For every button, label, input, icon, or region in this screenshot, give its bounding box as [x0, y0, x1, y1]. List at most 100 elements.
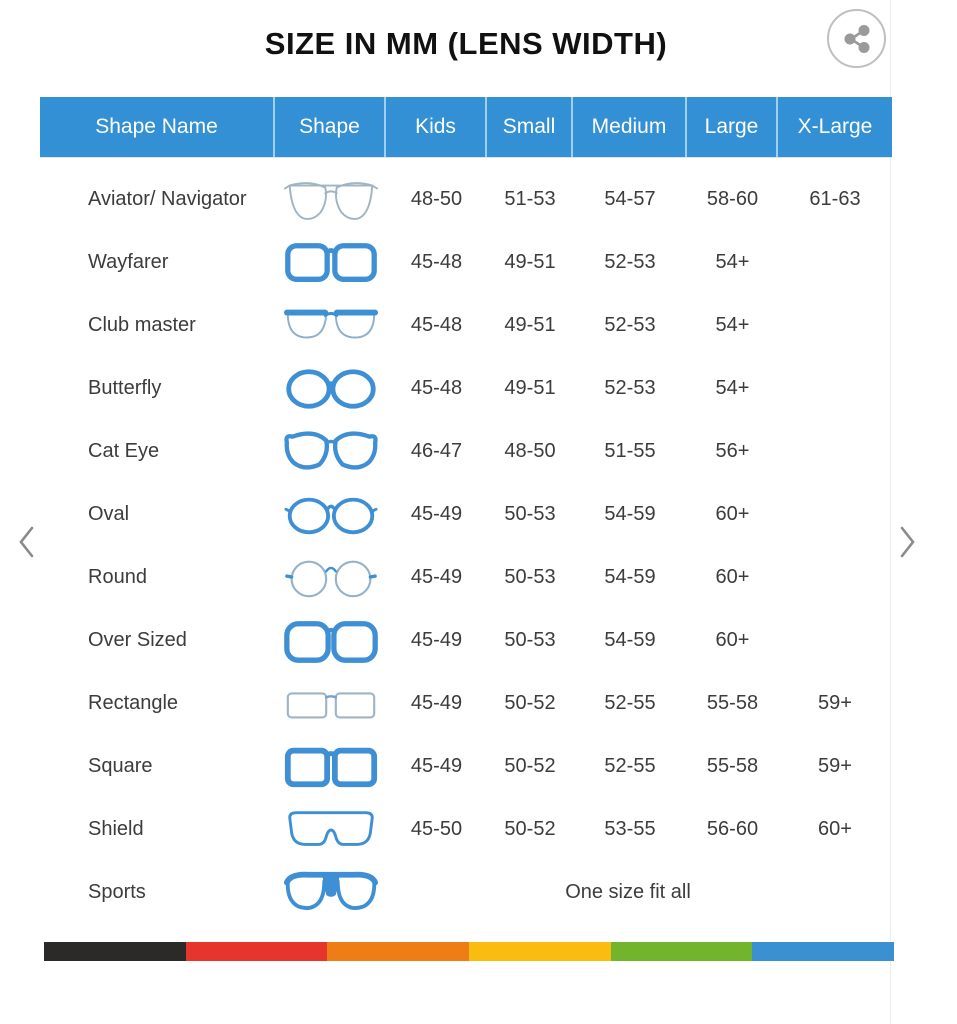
sizes-cells: 45-48 49-51 52-53 54+	[386, 314, 892, 337]
cateye-glasses-icon	[283, 426, 379, 478]
table-row: Round 45-49 50-53 54-59 60+	[40, 546, 892, 609]
one-size-cell: One size fit all	[565, 881, 691, 903]
size-cell: 49-51	[504, 377, 556, 399]
table-row: Wayfarer 45-48 49-51 52-53 54+	[40, 231, 892, 294]
shape-icon-cell	[275, 174, 386, 226]
size-cell	[778, 377, 892, 400]
size-cell: 45-49	[410, 755, 463, 777]
clubmaster-glasses-icon	[283, 300, 379, 352]
table-header-row: Shape Name Shape Kids Small Medium Large…	[40, 97, 892, 157]
sizes-cells: 45-49 50-53 54-59 60+	[386, 503, 892, 526]
color-bar-segment	[44, 942, 186, 961]
sizes-cells: 45-49 50-52 52-55 55-58 59+	[386, 692, 892, 715]
size-cell	[778, 503, 892, 526]
shape-icon-cell	[275, 300, 386, 352]
size-cell: 48-50	[410, 188, 463, 210]
sizes-cells: 45-49 50-53 54-59 60+	[386, 629, 892, 652]
shape-name-cell: Aviator/ Navigator	[88, 188, 247, 210]
size-cell: 52-55	[604, 692, 656, 714]
color-bar-segment	[752, 942, 895, 961]
color-bar-segment	[327, 942, 470, 961]
carousel-next-button[interactable]	[896, 524, 918, 560]
share-icon	[840, 22, 874, 56]
shape-name-cell: Over Sized	[88, 629, 187, 651]
table-row: Rectangle 45-49 50-52 52-55 55-58 59+	[40, 672, 892, 735]
sizes-cells: 48-50 51-53 54-57 58-60 61-63	[386, 188, 892, 211]
size-cell	[778, 629, 892, 652]
size-cell: 45-49	[410, 692, 463, 714]
table-row: Shield 45-50 50-52 53-55 56-60 60+	[40, 798, 892, 861]
oval-glasses-icon	[283, 489, 379, 541]
size-cell	[778, 566, 892, 589]
size-cell: 55-58	[706, 755, 759, 777]
shape-icon-cell	[275, 615, 386, 667]
size-cell: 52-55	[604, 755, 656, 777]
size-cell	[778, 251, 892, 274]
shape-icon-cell	[275, 237, 386, 289]
shape-icon-cell	[275, 552, 386, 604]
wayfarer-glasses-icon	[283, 237, 379, 289]
page-right-edge	[890, 0, 891, 1024]
table-row: Aviator/ Navigator 48-50 51-53 54-57 58-60 6…	[40, 168, 892, 231]
size-chart-table: Shape Name Shape Kids Small Medium Large…	[40, 97, 892, 157]
carousel-prev-button[interactable]	[16, 524, 38, 560]
table-row: Square 45-49 50-52 52-55 55-58 59+	[40, 735, 892, 798]
size-cell: 54-59	[604, 566, 656, 588]
column-header-x-large: X-Large	[797, 115, 873, 138]
size-cell: 59+	[818, 755, 852, 777]
shape-icon-cell	[275, 363, 386, 415]
size-cell: 50-52	[504, 755, 556, 777]
table-row: Oval 45-49 50-53 54-59 60+	[40, 483, 892, 546]
share-button[interactable]	[827, 9, 886, 68]
table-row: Butterfly 45-48 49-51 52-53 54+	[40, 357, 892, 420]
color-bar-segment	[610, 942, 753, 961]
aviator-glasses-icon	[283, 174, 379, 226]
size-cell: 45-49	[410, 566, 463, 588]
size-cell: 50-53	[504, 503, 556, 525]
sports-glasses-icon	[283, 867, 379, 919]
size-cell: 54-57	[604, 188, 656, 210]
shape-name-cell: Rectangle	[88, 692, 179, 714]
color-bar-segment	[185, 942, 328, 961]
size-cell	[778, 314, 892, 337]
size-cell: 60+	[715, 629, 750, 651]
size-cell: 45-49	[410, 629, 463, 651]
size-cell: 54-59	[604, 503, 656, 525]
sizes-cells: 45-50 50-52 53-55 56-60 60+	[386, 818, 892, 841]
size-cell: 52-53	[604, 251, 656, 273]
size-cell: 50-53	[504, 629, 556, 651]
shield-glasses-icon	[283, 804, 379, 856]
size-cell: 50-52	[504, 692, 556, 714]
size-cell: 61-63	[809, 188, 861, 210]
size-cell: 45-48	[410, 251, 463, 273]
shape-name-cell: Butterfly	[88, 377, 162, 399]
footer-color-bar	[44, 942, 895, 961]
shape-icon-cell	[275, 678, 386, 730]
color-bar-segment	[469, 942, 611, 961]
rectangle-glasses-icon	[283, 678, 379, 730]
shape-name-cell: Club master	[88, 314, 196, 336]
oversized-glasses-icon	[283, 615, 379, 667]
shape-icon-cell	[275, 489, 386, 541]
shape-name-cell: Wayfarer	[88, 251, 169, 273]
column-header-small: Small	[487, 97, 573, 157]
size-cell: 45-48	[410, 377, 463, 399]
table-row: Sports One size fit all	[40, 861, 892, 924]
size-cell: 49-51	[504, 314, 556, 336]
round-glasses-icon	[283, 552, 379, 604]
size-cell: 45-48	[410, 314, 463, 336]
sizes-cells: 46-47 48-50 51-55 56+	[386, 440, 892, 463]
size-cell: 60+	[715, 566, 750, 588]
size-cell: 52-53	[604, 377, 656, 399]
size-cell: 54+	[715, 377, 750, 399]
shape-icon-cell	[275, 741, 386, 793]
size-cell: 53-55	[604, 818, 656, 840]
size-cell: 59+	[818, 692, 852, 714]
sizes-cells: 45-48 49-51 52-53 54+	[386, 377, 892, 400]
column-header-shape-name: Shape Name	[40, 97, 275, 157]
sizes-cells: 45-49 50-52 52-55 55-58 59+	[386, 755, 892, 778]
size-cell: 60+	[715, 503, 750, 525]
size-cell: 60+	[818, 818, 852, 840]
sizes-cells: 45-48 49-51 52-53 54+	[386, 251, 892, 274]
sizes-cells: 45-49 50-53 54-59 60+	[386, 566, 892, 589]
